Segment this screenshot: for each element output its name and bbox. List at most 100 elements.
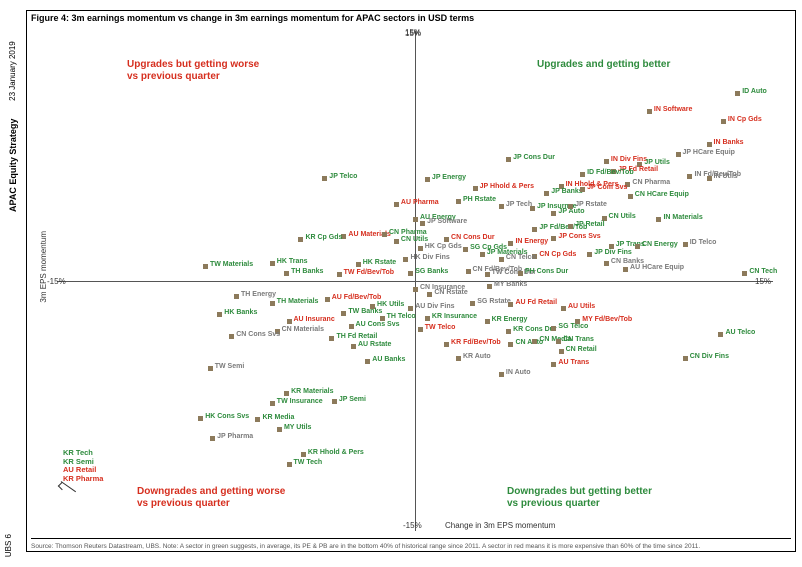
point-label: HK Cp Gds [425,243,462,250]
side-date: 23 January 2019 [8,41,17,101]
side-footer: UBS 6 [4,534,18,557]
point-label: TH Materials [277,298,319,305]
data-point: JP Banks [544,191,549,196]
point-label: KR Energy [492,316,528,323]
data-point: TH Telco [380,316,385,321]
point-label: PH Cons Dur [525,268,568,275]
point-label: KR Cp Gds [305,234,342,241]
data-point: HK Rstate [356,262,361,267]
point-label: AU Insuranc [294,316,335,323]
point-label: SG Rstate [477,298,510,305]
data-point: KR Fd/Bev/Tob [444,342,449,347]
data-point: KR Hhold & Pers [301,452,306,457]
data-point: JP Hhold & Pers [473,186,478,191]
point-label: SG Telco [558,323,588,330]
data-point: AU Fd/Bev/Tob [325,297,330,302]
point-label: CN Telco [506,254,536,261]
point-label: CN Tech [749,268,777,275]
data-point: SG Rstate [470,301,475,306]
point-label: TH Telco [387,313,416,320]
data-point: JP Materials [480,252,485,257]
data-point: CN Media [532,339,537,344]
data-point: AU Telco [718,332,723,337]
data-point: AU Pharma [394,202,399,207]
data-point: AU Fd Retail [508,302,513,307]
point-label: AU Fd/Bev/Tob [332,294,382,301]
point-label: CN Cp Gds [539,251,576,258]
data-point: TH Banks [284,271,289,276]
point-label: CN Trans [563,336,594,343]
data-point: HK Trans [270,261,275,266]
data-point: SG Cp Gds [463,247,468,252]
point-label: HK Utils [377,301,404,308]
data-point: AU Banks [365,359,370,364]
quadrant-label: Downgrades and getting worsevs previous … [137,486,285,509]
point-label: CN Energy [642,241,678,248]
data-point: IN Auto [499,372,504,377]
axis-tick: -15% [47,277,66,286]
data-point: TW Cons Dur [485,272,490,277]
point-label: CN Utils [609,213,636,220]
data-point: JP Insurnce [530,206,535,211]
data-point: CN Trans [556,339,561,344]
point-label: JP Rstate [575,201,607,208]
point-label: JP HCare Equip [683,149,735,156]
point-label: KR Fd/Bev/Tob [451,339,501,346]
data-point: TW Banks [341,311,346,316]
point-label: JP Cons Dur [513,154,555,161]
point-label: JP Energy [432,174,466,181]
source-note: Source: Thomson Reuters Datastream, UBS.… [31,543,700,550]
point-label: AU Cons Svs [356,321,400,328]
data-point: TW Telco [418,327,423,332]
point-label: JP Telco [329,173,357,180]
data-point: CN Retail [559,349,564,354]
data-point: TW Fd/Bev/Tob [337,272,342,277]
point-label: IN Banks [714,139,744,146]
data-point: IN Software [647,109,652,114]
data-point: MY Fd/Bev/Tob [575,319,580,324]
point-label: TW Tech [294,459,323,466]
point-label: JP Pharma [217,433,253,440]
data-point: KR Cp Gds [298,237,303,242]
data-point: TH Energy [234,294,239,299]
data-point: AU Utils [561,306,566,311]
point-label: AU Fd Retail [515,299,557,306]
data-point: CN Utils [602,216,607,221]
data-point: SG Banks [408,271,413,276]
point-label: AU Trans [558,359,589,366]
data-point: CN Rstate [427,292,432,297]
data-point: CN Pharma [382,232,387,237]
data-point: CN Fd/Bev/Tob [466,269,471,274]
data-point: JP Cons Svs [551,236,556,241]
data-point: AU Div Fins [408,306,413,311]
data-point: IN Banks [707,142,712,147]
data-point: PH Cons Dur [518,271,523,276]
quadrant-label: Downgrades but getting bettervs previous… [507,486,652,509]
point-label: CN Rstate [434,289,467,296]
point-label: HK Trans [277,258,308,265]
point-label: AU Banks [372,356,405,363]
data-point: AU Rstate [351,344,356,349]
point-label: JP Cons Svs [558,233,600,240]
data-point: IN Fd/Bev/Tob [687,174,692,179]
axis-tick: 15% [405,28,421,37]
point-label: JP Tech [506,201,532,208]
point-label: JP Semi [339,396,366,403]
quadrant-label: Upgrades but getting worsevs previous qu… [127,59,259,82]
point-label: TH Fd Retail [336,333,377,340]
data-point: ID Telco [683,242,688,247]
point-label: KR Insurance [432,313,477,320]
data-point: KR Materials [284,391,289,396]
point-label: CN Cons Svs [236,331,280,338]
side-title: APAC Equity Strategy [8,119,18,212]
data-point: JP Pharma [210,436,215,441]
point-label: AU Telco [725,329,755,336]
point-label: SG Banks [415,268,448,275]
data-point: PH Rstate [456,199,461,204]
point-label: TW Banks [348,308,382,315]
point-label: AU Div Fins [415,303,454,310]
data-point: CN Banks [604,261,609,266]
data-point: JP Cons Dur [506,157,511,162]
data-point: JP Auto [551,211,556,216]
point-label: HK Cons Svs [205,413,249,420]
